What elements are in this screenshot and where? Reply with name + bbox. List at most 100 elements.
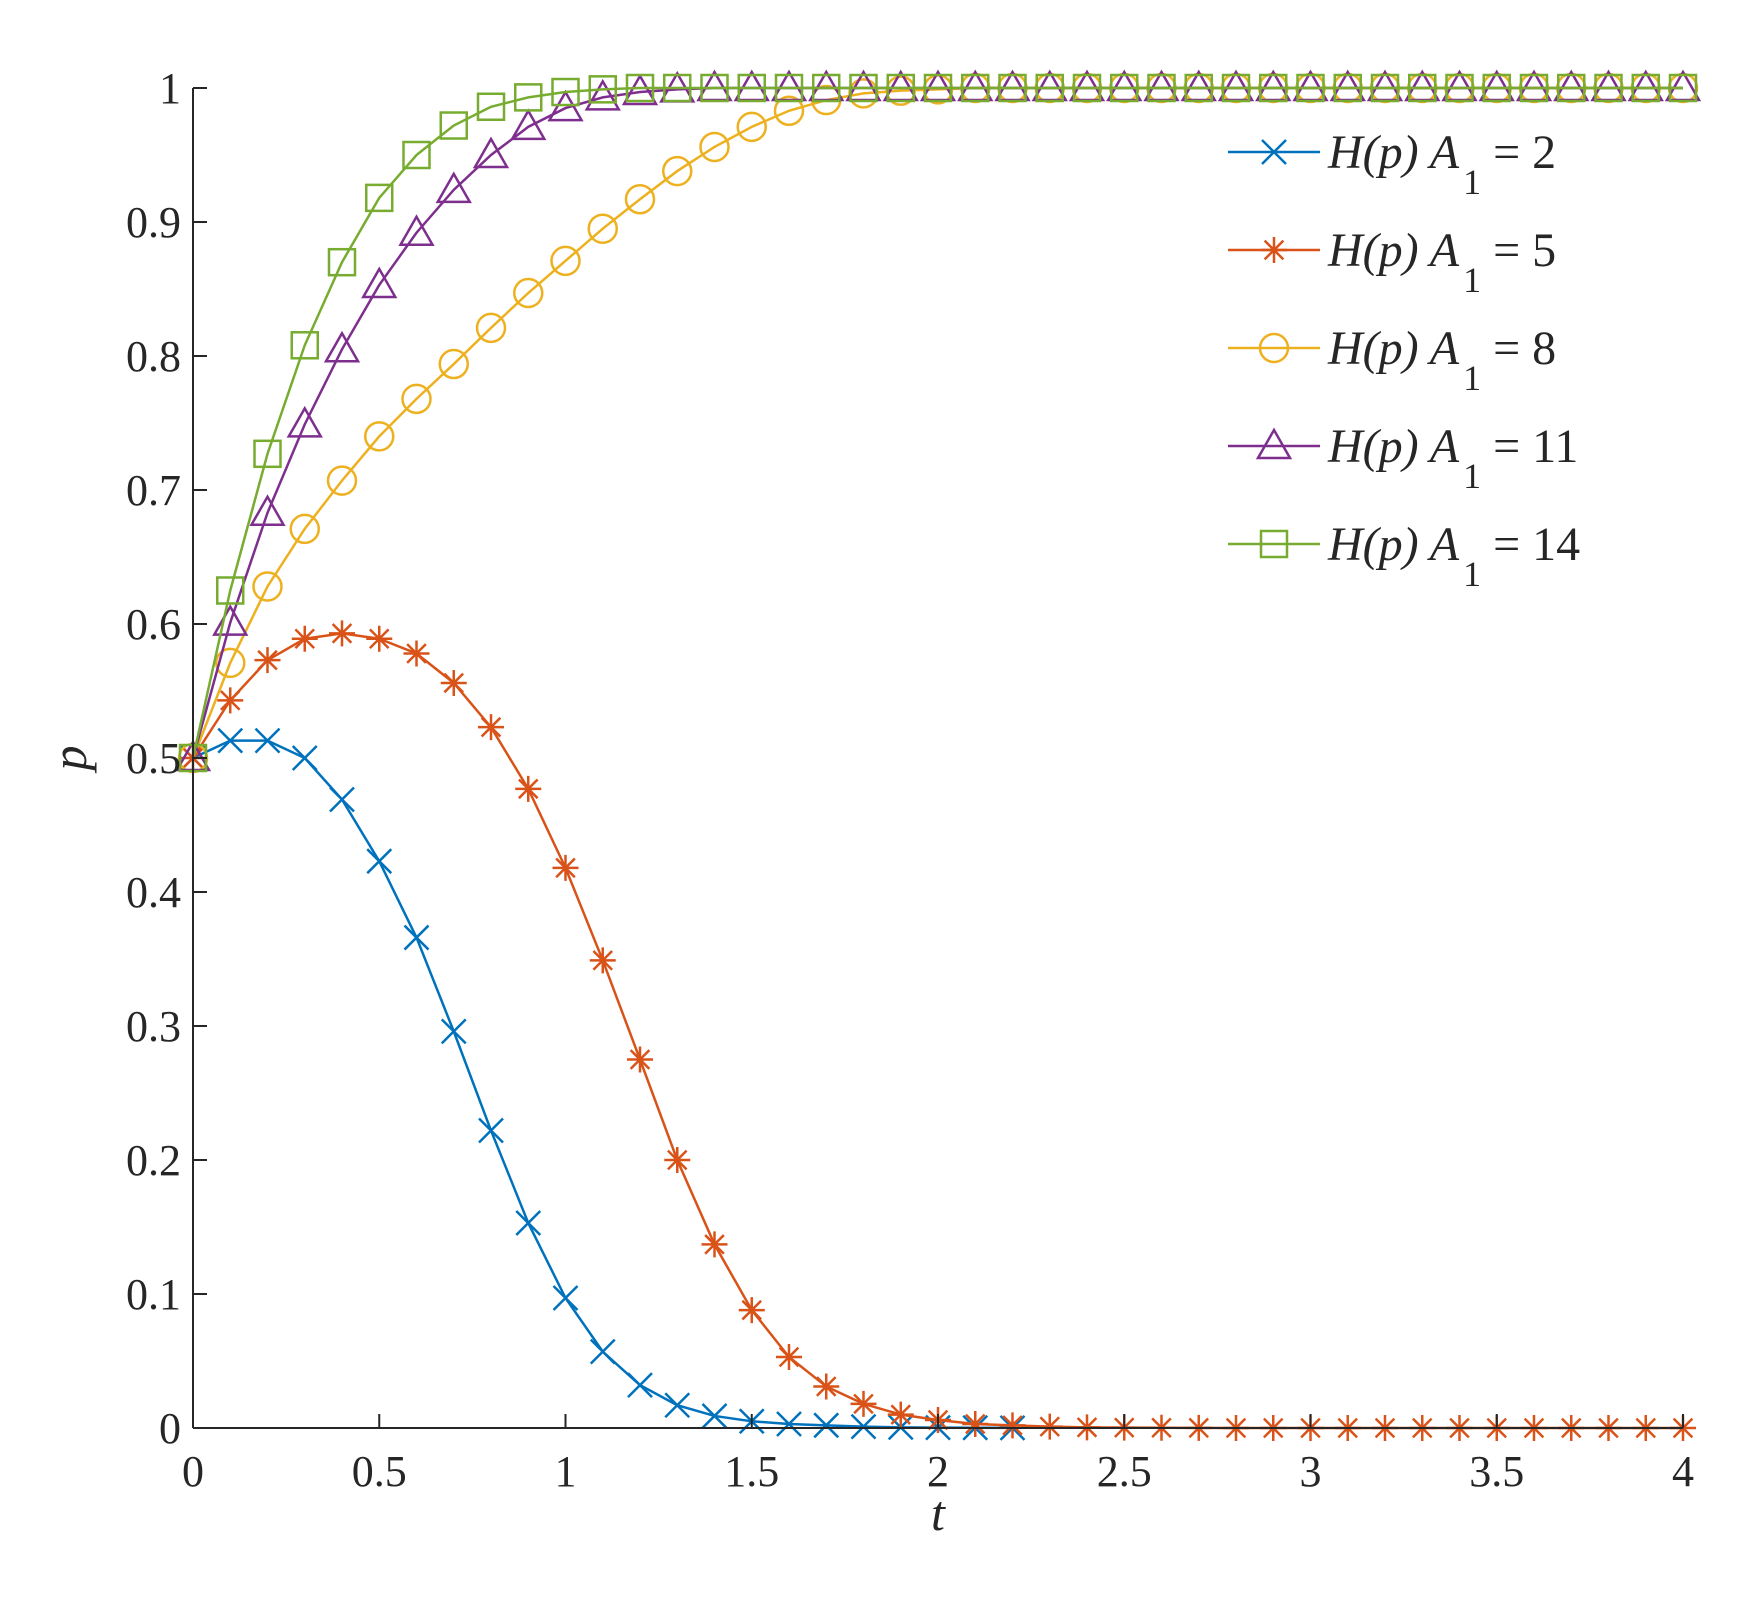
y-tick-label: 0.6 [126, 600, 181, 649]
data-point [589, 1338, 616, 1365]
data-point [401, 383, 432, 415]
data-point [550, 245, 581, 277]
x-tick-label: 1 [555, 1447, 577, 1496]
data-point [813, 1373, 840, 1400]
data-point [1557, 73, 1586, 103]
x-tick-label: 4 [1672, 1447, 1694, 1496]
y-tick-label: 0.3 [126, 1002, 181, 1051]
data-point [627, 1372, 653, 1399]
series-2 [180, 620, 1696, 1441]
data-point [515, 1210, 542, 1236]
series-line [191, 632, 1683, 1430]
legend-label: H(p) A1 = 8 [1327, 322, 1556, 398]
data-point [291, 625, 318, 652]
data-point [776, 1343, 802, 1370]
data-point [1482, 73, 1511, 103]
data-point [813, 1412, 840, 1439]
data-point [1259, 73, 1288, 103]
data-point [625, 73, 655, 103]
data-point [398, 214, 435, 246]
data-point [627, 1046, 653, 1073]
data-point [365, 183, 394, 213]
data-point [515, 775, 542, 802]
data-point [1296, 73, 1325, 103]
data-point [366, 848, 393, 875]
data-point [513, 277, 544, 309]
series-layer [174, 69, 1702, 1441]
x-axis-label: t [931, 1485, 946, 1541]
y-tick-label: 1 [159, 64, 181, 113]
y-tick-label: 0 [159, 1404, 181, 1453]
data-point [552, 854, 579, 881]
y-tick-label: 0.8 [126, 332, 181, 381]
data-point [440, 669, 467, 696]
y-tick-label: 0.5 [126, 734, 181, 783]
data-point [403, 640, 430, 667]
y-tick-label: 0.1 [126, 1270, 181, 1319]
data-point [438, 348, 469, 380]
data-point [886, 73, 915, 103]
data-point [850, 1413, 877, 1440]
data-point [472, 136, 510, 169]
data-point [1147, 73, 1176, 103]
data-point [621, 73, 659, 106]
data-point [403, 924, 430, 951]
data-point [366, 625, 393, 652]
data-point [662, 155, 693, 187]
data-point [1035, 73, 1064, 103]
legend-label: H(p) A1 = 5 [1327, 224, 1556, 300]
data-point [887, 1401, 914, 1428]
data-point [253, 439, 282, 469]
legend-label: H(p) A1 = 2 [1327, 126, 1556, 202]
data-point [588, 75, 617, 104]
data-point [664, 1392, 691, 1419]
y-ticks: 0 0.1 0.2 0.3 0.4 0.5 0.6 0.7 0.8 0.9 1 [126, 64, 207, 1453]
data-point [440, 1018, 467, 1045]
legend-label: H(p) A1 = 14 [1327, 518, 1580, 594]
data-point [1036, 1413, 1063, 1440]
data-point [329, 620, 355, 647]
legend-entry: H(p) A1 = 11 [1228, 420, 1578, 496]
data-point [1668, 73, 1698, 103]
data-point [217, 687, 244, 714]
data-point [961, 73, 990, 103]
legend-marker [1255, 427, 1293, 460]
data-point [215, 647, 246, 679]
data-point [589, 947, 616, 974]
x-tick-label: 2 [927, 1447, 949, 1496]
y-axis-label: p [41, 746, 97, 774]
data-point [624, 183, 656, 215]
data-point [773, 95, 805, 127]
data-point [962, 1410, 989, 1437]
data-point [849, 73, 878, 103]
data-point [1594, 73, 1623, 103]
data-point [1408, 73, 1437, 103]
data-point [1333, 73, 1362, 103]
data-point [1110, 73, 1139, 103]
legend-entry: H(p) A1 = 8 [1228, 322, 1556, 398]
x-tick-label: 1.5 [724, 1447, 779, 1496]
data-point [1184, 73, 1213, 103]
series-line [192, 739, 1013, 1430]
data-point [402, 140, 431, 170]
data-point [812, 73, 841, 103]
y-tick-label: 0.4 [126, 868, 181, 917]
data-point [699, 131, 730, 163]
series-1 [180, 727, 1026, 1441]
data-point [475, 312, 507, 344]
legend-marker [1261, 139, 1287, 165]
data-point [663, 73, 692, 103]
data-point [736, 111, 767, 143]
data-point [776, 1411, 802, 1437]
x-tick-label: 2.5 [1097, 1447, 1152, 1496]
data-point [289, 513, 320, 545]
data-point [478, 1117, 504, 1144]
data-point [552, 1285, 579, 1311]
data-point [664, 1147, 691, 1173]
data-point [254, 647, 281, 674]
data-point [774, 73, 804, 103]
data-point [1221, 73, 1251, 103]
data-point [216, 576, 245, 605]
data-point [361, 266, 398, 299]
